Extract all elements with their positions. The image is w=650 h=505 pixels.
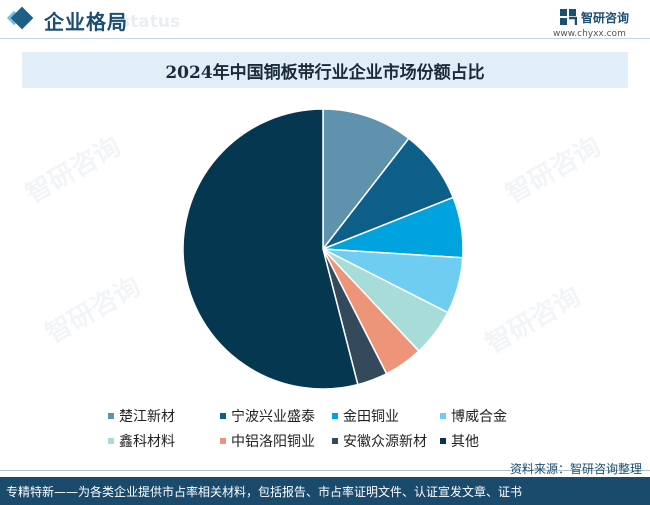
header-ghost-text: status [120, 12, 181, 32]
section-title: 企业格局 [44, 10, 128, 34]
legend-item: 金田铜业 [332, 406, 399, 426]
source-note: 资料来源：智研咨询整理 [509, 462, 642, 476]
legend-swatch [332, 438, 338, 444]
zhiyan-logo-icon [560, 9, 577, 25]
legend-label: 其他 [451, 434, 479, 450]
legend-label: 中铝洛阳铜业 [231, 434, 315, 450]
legend-item: 宁波兴业盛泰 [220, 406, 315, 426]
brand-url: www.chyxx.com [553, 29, 626, 39]
legend-swatch [220, 413, 226, 419]
legend-swatch [440, 438, 446, 444]
footer-banner: 专精特新——为各类企业提供市占率相关材料，包括报告、市占率证明文件、认证宣发文章… [0, 477, 650, 505]
legend-swatch [220, 438, 226, 444]
legend-item: 楚江新材 [108, 406, 175, 426]
legend-label: 金田铜业 [343, 409, 399, 425]
legend-item: 安徽众源新材 [332, 431, 427, 451]
legend-item: 博威合金 [440, 406, 507, 426]
legend-swatch [108, 413, 114, 419]
legend-swatch [108, 438, 114, 444]
legend-label: 鑫科材料 [119, 434, 175, 450]
chart-title: 2024年中国铜板带行业企业市场份额占比 [165, 62, 485, 83]
chart-title-bar: 2024年中国铜板带行业企业市场份额占比 [22, 52, 628, 88]
brand-name: 智研咨询 [581, 11, 630, 25]
legend-swatch [332, 413, 338, 419]
legend-swatch [440, 413, 446, 419]
legend-label: 楚江新材 [119, 409, 175, 425]
footer-text: 专精特新——为各类企业提供市占率相关材料，包括报告、市占率证明文件、认证宣发文章… [6, 485, 523, 499]
header-divider [0, 38, 650, 39]
pie-slice-1 [322, 108, 410, 252]
legend-item: 中铝洛阳铜业 [220, 431, 315, 451]
pie-slice-8 [182, 108, 359, 390]
header: status 企业格局 [0, 0, 650, 42]
legend-item: 其他 [440, 431, 479, 451]
legend-label: 宁波兴业盛泰 [231, 409, 315, 425]
footer-divider [0, 470, 650, 471]
legend-label: 博威合金 [451, 409, 507, 425]
legend-item: 鑫科材料 [108, 431, 175, 451]
legend-label: 安徽众源新材 [343, 434, 427, 450]
